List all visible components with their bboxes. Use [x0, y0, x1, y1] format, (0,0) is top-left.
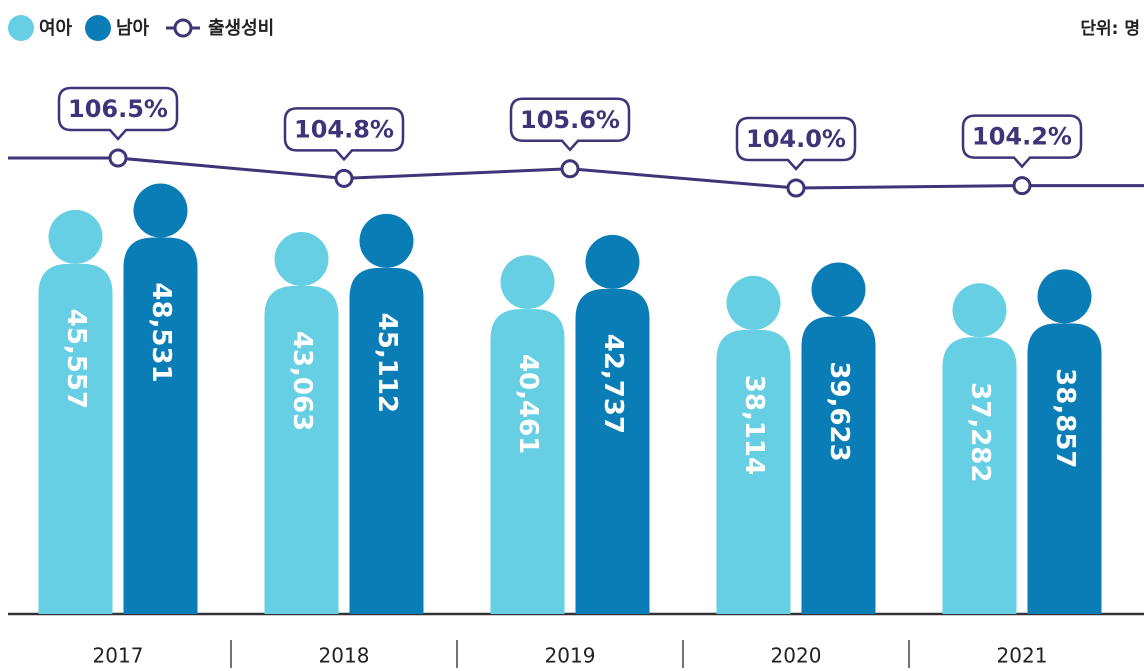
- ratio-point: [786, 178, 806, 198]
- ratio-point: [108, 148, 128, 168]
- legend-label: 출생성비: [208, 18, 274, 39]
- x-tick-label: 2017: [93, 644, 144, 668]
- value-label: 37,282: [965, 382, 995, 482]
- legend-swatch: [8, 15, 34, 41]
- callout: [509, 97, 631, 152]
- bar-head: [1037, 269, 1092, 324]
- person-bar: [575, 234, 650, 614]
- ratio-label: 104.0%: [746, 125, 846, 153]
- bar-body: [801, 316, 876, 614]
- value-label: 42,737: [598, 334, 628, 434]
- bar-head: [359, 213, 414, 268]
- bar-body: [38, 263, 113, 614]
- bar-body: [942, 337, 1017, 614]
- x-tick-label: 2019: [545, 644, 596, 668]
- x-tick-label: 2020: [771, 644, 822, 668]
- unit-label: 단위: 명: [1080, 19, 1140, 39]
- value-label: 45,112: [372, 313, 402, 413]
- bar-body: [490, 309, 565, 614]
- value-label: 38,857: [1050, 368, 1080, 468]
- bar-head: [48, 209, 103, 264]
- ratio-label: 106.5%: [68, 95, 168, 123]
- bar-head: [726, 275, 781, 330]
- person-bar: [490, 255, 565, 614]
- bar-body: [1027, 323, 1102, 614]
- bar-head: [133, 183, 188, 238]
- value-label: 45,557: [61, 309, 91, 409]
- bar-head: [274, 232, 329, 287]
- person-bar: [123, 183, 198, 614]
- value-label: 39,623: [824, 361, 854, 461]
- legend-label: 여아: [39, 18, 73, 39]
- callout: [735, 116, 857, 171]
- ratio-label: 104.8%: [294, 115, 394, 143]
- person-bar: [801, 262, 876, 614]
- bar-head: [500, 255, 555, 310]
- ratio-point: [1012, 176, 1032, 196]
- ratio-label: 105.6%: [520, 106, 620, 134]
- bar-body: [349, 267, 424, 614]
- person-bar: [1027, 269, 1102, 614]
- bar-head: [952, 283, 1007, 338]
- bar-body: [123, 237, 198, 614]
- person-bar: [38, 209, 113, 614]
- callout: [283, 107, 405, 162]
- callout: [57, 86, 179, 141]
- ratio-label: 104.2%: [972, 123, 1072, 151]
- ratio-point: [560, 159, 580, 179]
- value-label: 38,114: [739, 375, 769, 475]
- callout: [961, 114, 1083, 169]
- person-bar: [349, 213, 424, 614]
- person-bar: [264, 232, 339, 614]
- legend-swatch: [173, 18, 193, 38]
- value-label: 43,063: [287, 331, 317, 431]
- person-bar: [716, 275, 791, 614]
- ratio-point: [334, 168, 354, 188]
- bar-body: [716, 329, 791, 614]
- legend-label: 남아: [116, 18, 150, 39]
- x-tick-label: 2021: [997, 644, 1048, 668]
- bar-body: [264, 286, 339, 614]
- person-bar: [942, 283, 1017, 614]
- bar-head: [585, 234, 640, 289]
- value-label: 40,461: [513, 354, 543, 454]
- bar-head: [811, 262, 866, 317]
- x-tick-label: 2018: [319, 644, 370, 668]
- bar-body: [575, 288, 650, 614]
- legend-swatch: [85, 15, 111, 41]
- value-label: 48,531: [146, 282, 176, 382]
